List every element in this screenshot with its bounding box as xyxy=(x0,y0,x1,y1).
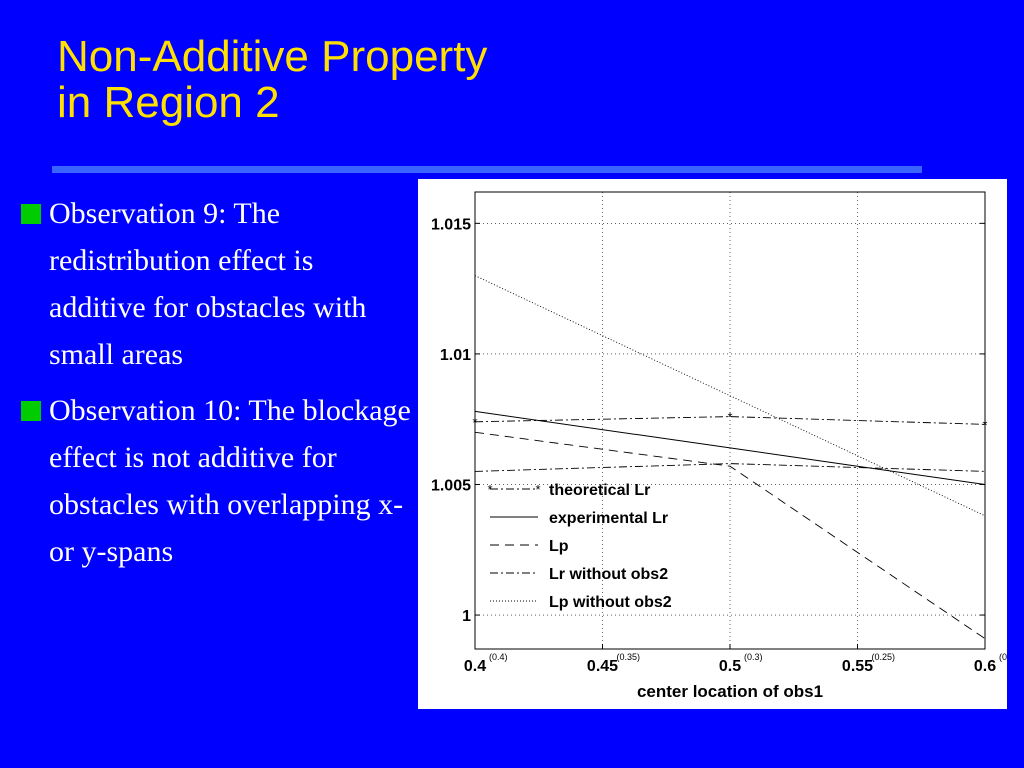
legend-marker: * xyxy=(535,482,540,497)
bullet-list: Observation 9: The redistribution effect… xyxy=(18,190,413,584)
series-marker: * xyxy=(727,410,732,425)
x-tick-sublabel: (0.35) xyxy=(617,652,641,662)
legend: * * theoretical Lr experimental Lr Lp Lr with… xyxy=(487,482,671,611)
series-line-1 xyxy=(474,416,986,425)
slide-title: Non-Additive Property in Region 2 xyxy=(57,34,487,126)
y-tick-label: 1.015 xyxy=(431,216,471,233)
bullet-text: Observation 9: The redistribution effect… xyxy=(49,197,367,371)
x-tick-label: 0.45 xyxy=(587,658,618,675)
title-line-2: in Region 2 xyxy=(57,78,280,127)
bullet-item: Observation 10: The blockage effect is n… xyxy=(18,387,413,575)
title-line-1: Non-Additive Property xyxy=(57,32,488,81)
bullet-square-icon xyxy=(21,204,41,224)
legend-label: Lp xyxy=(549,538,569,555)
legend-label: experimental Lr xyxy=(549,510,668,527)
x-tick-sublabel: (0.4) xyxy=(489,652,508,662)
x-tick-sublabel: (0.25) xyxy=(872,652,896,662)
x-tick-sublabel: (0 xyxy=(999,652,1007,662)
series-line-3 xyxy=(474,431,986,639)
grid-lines xyxy=(474,192,986,649)
x-tick-label: 0.4 xyxy=(464,658,486,675)
series-line-5 xyxy=(474,275,986,517)
legend-marker: * xyxy=(487,482,492,497)
x-tick-label: 0.6 xyxy=(974,658,996,675)
series-line-2 xyxy=(474,410,986,485)
legend-label: Lp without obs2 xyxy=(549,594,672,611)
line-chart: 0.4(0.4) 0.45(0.35) 0.5(0.3) 0.55(0.25) 0.6(… xyxy=(431,191,1007,701)
series-lines: * * * xyxy=(472,275,988,639)
title-divider xyxy=(52,166,922,173)
y-tick-label: 1.005 xyxy=(431,477,471,494)
axis-ticks: 0.4(0.4) 0.45(0.35) 0.5(0.3) 0.55(0.25) 0.6(… xyxy=(431,216,1007,675)
chart-panel: 0.4 (0.4) 0.45 (0.35) 0.5 (0.3) 0.55 (0.25) 0.6(… xyxy=(418,179,1007,709)
series-line-4 xyxy=(474,463,986,472)
bullet-item: Observation 9: The redistribution effect… xyxy=(18,190,413,378)
x-axis-label: center location of obs1 xyxy=(637,682,823,701)
bullet-text: Observation 10: The blockage effect is n… xyxy=(49,394,411,568)
bullet-square-icon xyxy=(21,401,41,421)
y-tick-label: 1 xyxy=(462,608,471,625)
x-tick-sublabel: (0.3) xyxy=(744,652,763,662)
x-tick-label: 0.55 xyxy=(842,658,873,675)
x-tick-label: 0.5 xyxy=(719,658,741,675)
series-marker: * xyxy=(472,415,477,430)
y-tick-label: 1.01 xyxy=(440,347,471,364)
legend-label: theoretical Lr xyxy=(549,482,650,499)
series-marker: * xyxy=(982,417,987,432)
legend-label: Lr without obs2 xyxy=(549,566,668,583)
